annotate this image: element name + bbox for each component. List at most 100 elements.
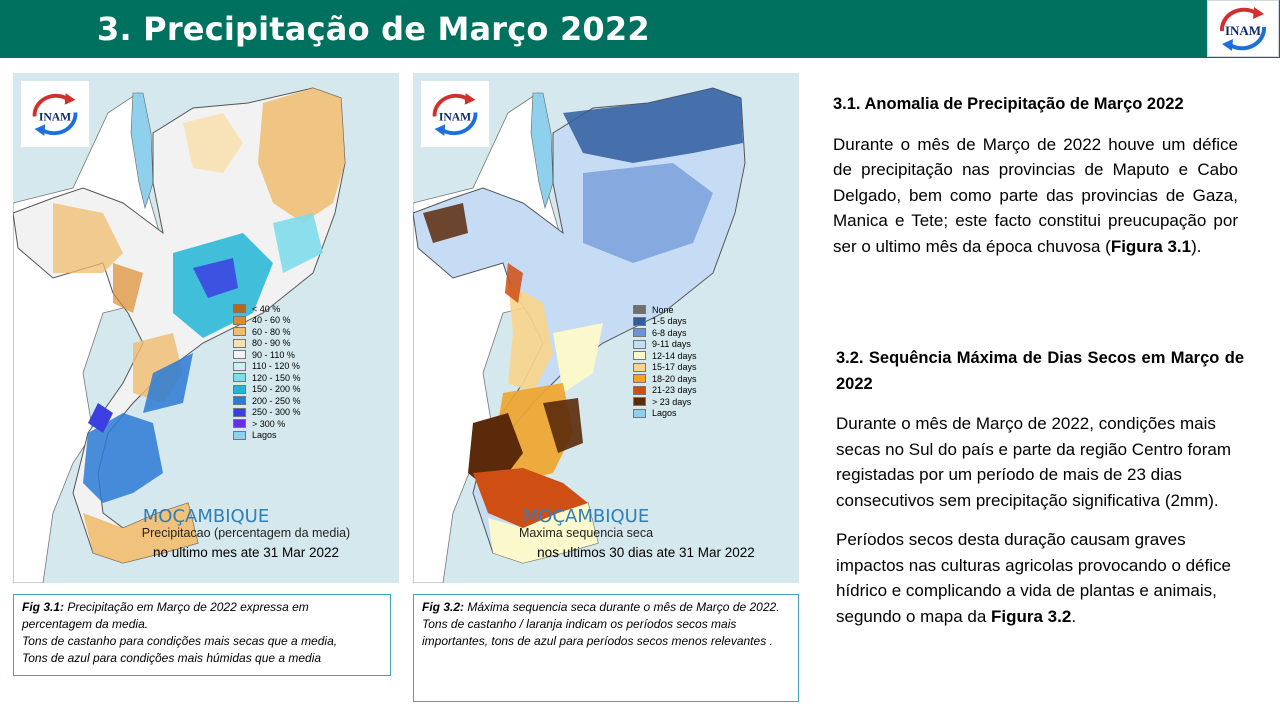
legend-item: 18-20 days bbox=[633, 373, 697, 385]
map1-legend: < 40 % 40 - 60 % 60 - 80 % 80 - 90 % 90 - 11… bbox=[233, 303, 301, 441]
section2-title: 3.2. Sequência Máxima de Dias Secos em M… bbox=[836, 349, 1244, 393]
caption1-line2: Tons de castanho para condições mais sec… bbox=[22, 634, 338, 648]
legend-swatch bbox=[633, 328, 646, 338]
logo-text: INAM bbox=[1225, 23, 1261, 38]
legend-swatch bbox=[233, 327, 246, 337]
legend-swatch bbox=[233, 361, 246, 371]
figure-caption-3-2: Fig 3.2: Máxima sequencia seca durante o… bbox=[413, 594, 799, 702]
legend-swatch bbox=[633, 351, 646, 361]
section1-paragraph: Durante o mês de Março de 2022 houve um … bbox=[833, 134, 1238, 256]
legend-item: < 40 % bbox=[233, 303, 301, 315]
legend-swatch bbox=[233, 350, 246, 360]
map1-logo-text: INAM bbox=[39, 110, 71, 123]
legend-item: 12-14 days bbox=[633, 350, 697, 362]
legend-item: 120 - 150 % bbox=[233, 372, 301, 384]
legend-label: 9-11 days bbox=[652, 339, 691, 350]
region-north-short bbox=[563, 88, 743, 163]
legend-swatch bbox=[633, 362, 646, 372]
legend-item: 250 - 300 % bbox=[233, 407, 301, 419]
section2-paragraph1: Durante o mês de Março de 2022, condiçõe… bbox=[836, 414, 1232, 510]
legend-item: 6-8 days bbox=[633, 327, 697, 339]
caption2-line2: Tons de castanho / laranja indicam os pe… bbox=[422, 617, 773, 648]
legend-item: > 23 days bbox=[633, 396, 697, 408]
legend-label: 90 - 110 % bbox=[252, 349, 295, 360]
region-maputo-dry bbox=[83, 503, 198, 563]
map2-logo-text: INAM bbox=[439, 110, 471, 123]
map2-date-line: nos ultimos 30 dias ate 31 Mar 2022 bbox=[537, 545, 755, 560]
legend-item: 110 - 120 % bbox=[233, 361, 301, 373]
legend-label: 21-23 days bbox=[652, 385, 697, 396]
legend-item: 40 - 60 % bbox=[233, 315, 301, 327]
page-title: 3. Precipitação de Março 2022 bbox=[97, 10, 650, 48]
legend-label: 60 - 80 % bbox=[252, 326, 291, 337]
section1-title: 3.1. Anomalia de Precipitação de Março 2… bbox=[833, 95, 1184, 113]
legend-item: 200 - 250 % bbox=[233, 395, 301, 407]
legend-swatch bbox=[633, 339, 646, 349]
legend-swatch bbox=[633, 397, 646, 407]
legend-item: 1-5 days bbox=[633, 316, 697, 328]
precipitation-anomaly-map: INAM < 40 % 40 - 60 % 60 - 80 % 80 - 90 % 90… bbox=[13, 73, 399, 583]
lake-malawi bbox=[530, 92, 554, 210]
legend-label: 250 - 300 % bbox=[252, 407, 301, 418]
inam-logo-icon: INAM bbox=[1219, 7, 1267, 51]
legend-swatch bbox=[233, 419, 246, 429]
caption1-label: Fig 3.1: bbox=[22, 600, 65, 614]
lake-malawi bbox=[130, 92, 154, 210]
caption2-label: Fig 3.2: bbox=[422, 600, 465, 614]
section-precipitation-anomaly: 3.1. Anomalia de Precipitação de Março 2… bbox=[833, 92, 1238, 259]
legend-label: 110 - 120 % bbox=[252, 361, 300, 372]
map1-country-label: MOÇAMBIQUE bbox=[142, 506, 270, 527]
legend-label: Lagos bbox=[652, 408, 677, 419]
inam-logo-icon: INAM bbox=[432, 93, 478, 136]
legend-item: 21-23 days bbox=[633, 385, 697, 397]
legend-label: > 23 days bbox=[652, 396, 692, 407]
legend-label: Lagos bbox=[252, 430, 277, 441]
legend-label: 150 - 200 % bbox=[252, 384, 301, 395]
map1-logo: INAM bbox=[21, 81, 89, 147]
legend-swatch bbox=[633, 316, 646, 326]
legend-label: 120 - 150 % bbox=[252, 372, 301, 383]
map2-graphic bbox=[413, 87, 746, 583]
legend-swatch bbox=[233, 373, 246, 383]
legend-item: Lagos bbox=[233, 430, 301, 442]
region-south-dry bbox=[473, 468, 588, 528]
legend-item: 80 - 90 % bbox=[233, 338, 301, 350]
legend-swatch bbox=[233, 430, 246, 440]
map2-country-label: MOÇAMBIQUE bbox=[522, 506, 650, 527]
map2-logo: INAM bbox=[421, 81, 489, 147]
legend-item: 9-11 days bbox=[633, 339, 697, 351]
map2-subtitle: Maxima sequencia seca bbox=[518, 526, 654, 540]
dry-spell-map: INAM None 1-5 days 6-8 days 9-11 days 12-14 … bbox=[413, 73, 799, 583]
legend-swatch bbox=[633, 408, 646, 418]
section2-paragraph2: Períodos secos desta duração causam grav… bbox=[836, 530, 1231, 626]
map1-graphic bbox=[13, 87, 346, 583]
legend-swatch bbox=[233, 338, 246, 348]
legend-label: 18-20 days bbox=[652, 373, 697, 384]
legend-label: 40 - 60 % bbox=[252, 315, 291, 326]
legend-swatch bbox=[633, 385, 646, 395]
figure-caption-3-1: Fig 3.1: Precipitação em Março de 2022 e… bbox=[13, 594, 391, 676]
legend-swatch bbox=[233, 304, 246, 314]
legend-swatch bbox=[233, 396, 246, 406]
legend-item: 60 - 80 % bbox=[233, 326, 301, 338]
legend-item: 15-17 days bbox=[633, 362, 697, 374]
legend-swatch bbox=[633, 374, 646, 384]
legend-item: 150 - 200 % bbox=[233, 384, 301, 396]
legend-label: None bbox=[652, 304, 674, 315]
section-dry-spell: 3.2. Sequência Máxima de Dias Secos em M… bbox=[836, 345, 1244, 629]
legend-label: 80 - 90 % bbox=[252, 338, 291, 349]
caption1-line1: Precipitação em Março de 2022 expressa e… bbox=[22, 600, 309, 631]
map2-legend: None 1-5 days 6-8 days 9-11 days 12-14 days 1… bbox=[633, 304, 697, 419]
legend-swatch bbox=[633, 305, 646, 315]
figure-3-2-ref: Figura 3.2 bbox=[991, 606, 1072, 626]
figure-3-1-ref: Figura 3.1 bbox=[1110, 236, 1192, 256]
legend-label: 200 - 250 % bbox=[252, 395, 301, 406]
map1-subtitle: Precipitacao (percentagem da media) bbox=[141, 526, 351, 540]
legend-item: Lagos bbox=[633, 408, 697, 420]
map1-date-line: no ultimo mes ate 31 Mar 2022 bbox=[152, 545, 340, 560]
legend-label: 6-8 days bbox=[652, 327, 687, 338]
caption1-line3: Tons de azul para condições mais húmidas… bbox=[22, 651, 322, 665]
legend-label: 15-17 days bbox=[652, 362, 697, 373]
header-bar: 3. Precipitação de Março 2022 bbox=[0, 0, 1280, 58]
legend-label: 1-5 days bbox=[652, 316, 687, 327]
